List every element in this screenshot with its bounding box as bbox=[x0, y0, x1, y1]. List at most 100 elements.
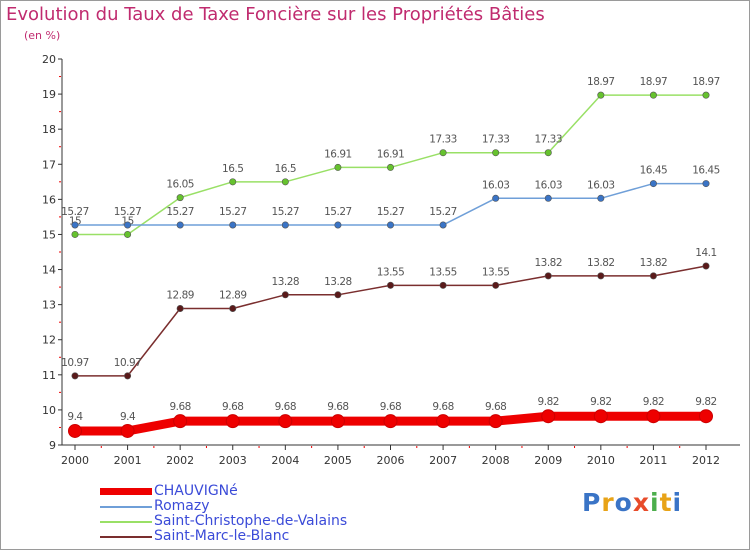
data-label-saint-marc-le-blanc: 13.28 bbox=[324, 276, 352, 288]
data-point-chauvign bbox=[699, 409, 713, 424]
data-point-romazy bbox=[386, 221, 394, 229]
data-point-chauvign bbox=[173, 414, 188, 429]
x-tick-label: 2000 bbox=[61, 454, 89, 467]
data-label-saint-christophe-de-valains: 17.33 bbox=[429, 134, 457, 146]
data-point-romazy bbox=[544, 194, 552, 202]
data-label-romazy: 16.03 bbox=[534, 179, 562, 191]
data-label-saint-christophe-de-valains: 16.05 bbox=[166, 179, 194, 191]
data-label-romazy: 15.27 bbox=[61, 206, 89, 218]
data-label-chauvign: 9.82 bbox=[590, 396, 611, 408]
data-point-saint-christophe-de-valains bbox=[597, 91, 605, 99]
data-label-romazy: 15.27 bbox=[324, 206, 352, 218]
data-point-chauvign bbox=[120, 423, 135, 438]
data-point-romazy bbox=[281, 221, 289, 229]
x-tick-label: 2010 bbox=[587, 454, 615, 467]
x-tick-label: 2008 bbox=[482, 454, 510, 467]
logo-letter: r bbox=[601, 488, 615, 517]
legend: CHAUVIGNé Romazy Saint-Christophe-de-Val… bbox=[100, 483, 430, 544]
data-label-saint-christophe-de-valains: 16.91 bbox=[377, 148, 405, 160]
y-tick-label: 20 bbox=[42, 53, 56, 66]
legend-item-romazy: Romazy bbox=[100, 498, 430, 514]
data-point-saint-marc-le-blanc bbox=[71, 372, 79, 380]
data-label-saint-marc-le-blanc: 10.97 bbox=[114, 357, 142, 369]
data-label-romazy: 15.27 bbox=[219, 206, 247, 218]
logo-letter: t bbox=[659, 488, 673, 517]
data-label-saint-marc-le-blanc: 13.28 bbox=[272, 276, 300, 288]
data-label-saint-marc-le-blanc: 13.55 bbox=[429, 266, 457, 278]
data-label-saint-christophe-de-valains: 16.91 bbox=[324, 148, 352, 160]
data-point-saint-christophe-de-valains bbox=[544, 149, 552, 157]
data-label-chauvign: 9.82 bbox=[695, 396, 716, 408]
data-point-saint-marc-le-blanc bbox=[649, 272, 657, 280]
y-tick-label: 9 bbox=[49, 439, 56, 452]
y-tick-label: 19 bbox=[42, 88, 56, 101]
legend-label-saint-christophe: Saint-Christophe-de-Valains bbox=[154, 513, 348, 529]
data-point-romazy bbox=[597, 194, 605, 202]
legend-item-chauvigne: CHAUVIGNé bbox=[100, 483, 430, 499]
data-point-saint-marc-le-blanc bbox=[176, 304, 184, 312]
data-label-saint-marc-le-blanc: 13.55 bbox=[377, 266, 405, 278]
data-point-saint-christophe-de-valains bbox=[386, 163, 394, 171]
proxiti-logo: Proxiti bbox=[582, 488, 682, 517]
data-label-saint-marc-le-blanc: 13.55 bbox=[482, 266, 510, 278]
data-point-saint-christophe-de-valains bbox=[176, 194, 184, 202]
x-tick-label: 2011 bbox=[639, 454, 667, 467]
data-label-chauvign: 9.4 bbox=[67, 411, 83, 423]
data-point-saint-marc-le-blanc bbox=[702, 262, 710, 270]
logo-letter: i bbox=[650, 488, 660, 517]
data-label-saint-marc-le-blanc: 13.82 bbox=[534, 257, 562, 269]
legend-swatch-saint-marc bbox=[100, 536, 152, 538]
data-label-chauvign: 9.68 bbox=[222, 401, 243, 413]
y-tick-label: 17 bbox=[42, 158, 56, 171]
data-point-saint-christophe-de-valains bbox=[124, 230, 132, 238]
data-point-chauvign bbox=[278, 414, 293, 429]
data-label-romazy: 16.45 bbox=[692, 165, 720, 177]
data-point-saint-marc-le-blanc bbox=[334, 291, 342, 299]
data-label-chauvign: 9.68 bbox=[432, 401, 453, 413]
data-label-saint-marc-le-blanc: 13.82 bbox=[640, 257, 668, 269]
data-label-saint-christophe-de-valains: 18.97 bbox=[587, 76, 615, 88]
data-label-saint-marc-le-blanc: 12.89 bbox=[166, 289, 194, 301]
x-tick-label: 2004 bbox=[271, 454, 299, 467]
data-label-chauvign: 9.68 bbox=[275, 401, 296, 413]
data-label-chauvign: 9.68 bbox=[327, 401, 348, 413]
logo-letter: x bbox=[632, 488, 650, 517]
data-label-chauvign: 9.68 bbox=[485, 401, 506, 413]
y-tick-label: 11 bbox=[42, 369, 56, 382]
data-point-romazy bbox=[649, 180, 657, 188]
data-label-saint-marc-le-blanc: 10.97 bbox=[61, 357, 89, 369]
data-label-chauvign: 9.68 bbox=[380, 401, 401, 413]
data-label-chauvign: 9.4 bbox=[120, 411, 136, 423]
data-label-romazy: 16.45 bbox=[640, 165, 668, 177]
data-point-saint-christophe-de-valains bbox=[281, 178, 289, 186]
data-point-chauvign bbox=[225, 414, 240, 429]
data-label-romazy: 15.27 bbox=[114, 206, 142, 218]
data-point-romazy bbox=[492, 194, 500, 202]
legend-label-saint-marc: Saint-Marc-le-Blanc bbox=[154, 528, 290, 544]
y-tick-label: 15 bbox=[42, 228, 56, 241]
legend-item-saint-marc: Saint-Marc-le-Blanc bbox=[100, 528, 430, 544]
data-point-saint-marc-le-blanc bbox=[597, 272, 605, 280]
data-point-saint-marc-le-blanc bbox=[124, 372, 132, 380]
legend-swatch-romazy bbox=[100, 506, 152, 508]
legend-swatch-chauvigne bbox=[100, 488, 152, 495]
data-label-saint-christophe-de-valains: 18.97 bbox=[692, 76, 720, 88]
data-point-saint-christophe-de-valains bbox=[439, 149, 447, 157]
data-label-saint-christophe-de-valains: 17.33 bbox=[482, 134, 510, 146]
unit-label: (en %) bbox=[24, 29, 61, 42]
legend-label-romazy: Romazy bbox=[154, 498, 210, 514]
data-point-romazy bbox=[124, 221, 132, 229]
data-label-romazy: 15.27 bbox=[377, 206, 405, 218]
data-label-saint-christophe-de-valains: 16.5 bbox=[222, 163, 243, 175]
data-point-saint-christophe-de-valains bbox=[334, 163, 342, 171]
y-tick-label: 16 bbox=[42, 193, 56, 206]
data-point-saint-marc-le-blanc bbox=[281, 291, 289, 299]
data-point-chauvign bbox=[330, 414, 345, 429]
data-point-romazy bbox=[334, 221, 342, 229]
data-point-saint-marc-le-blanc bbox=[544, 272, 552, 280]
chart-title: Evolution du Taux de Taxe Foncière sur l… bbox=[6, 4, 545, 25]
data-label-romazy: 15.27 bbox=[272, 206, 300, 218]
data-label-chauvign: 9.82 bbox=[538, 396, 559, 408]
data-point-romazy bbox=[229, 221, 237, 229]
